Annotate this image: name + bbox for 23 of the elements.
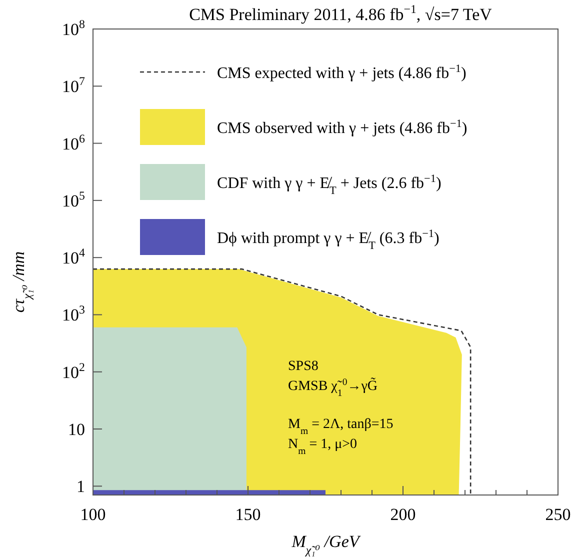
y-tick-label: 10$^{5}$: [62, 188, 86, 210]
x-tick-label: 150: [235, 505, 261, 524]
y-tick-label: 10$^{3}$: [62, 302, 86, 325]
y-tick-label: 10$^{4}$: [62, 246, 86, 268]
x-tick-label: 250: [545, 505, 571, 524]
annotation: GMSB χ̃$_{1}$$^{0}$→γG̃: [288, 376, 378, 398]
legend-label: CMS observed with γ + jets (4.86 fb$^{−1}$): [217, 118, 468, 137]
annotation: N$_{m}$ = 1, μ>0: [288, 437, 358, 456]
legend-label: CDF with γ γ + E̸$_{T}$ + Jets (2.6 fb$^{−1}$): [217, 173, 442, 197]
y-tick-label: 1: [76, 477, 85, 496]
annotation: SPS8: [288, 359, 318, 374]
x-axis-title: M$_{χ̃₁⁰}$ /GeV: [290, 532, 362, 557]
y-tick-label: 10$^{2}$: [62, 360, 86, 382]
y-tick-label: 10$^{8}$: [62, 17, 86, 39]
y-tick-label: 10$^{6}$: [62, 131, 86, 154]
legend-label: CMS expected with γ + jets (4.86 fb$^{−1}$): [217, 63, 466, 82]
x-tick-label: 100: [80, 505, 106, 524]
x-tick-label: 200: [390, 505, 416, 524]
legend-label: Dϕ with prompt γ γ + E̸$_{T}$ (6.3 fb$^{−1}$): [217, 228, 440, 252]
y-tick-label: 10$^{7}$: [62, 74, 86, 96]
annotation: M$_{m}$ = 2Λ, tanβ=15: [288, 417, 394, 436]
chart-title: CMS Preliminary 2011, 4.86 fb$^{−1}$, √s=7 TeV: [189, 2, 493, 24]
y-tick-label: 10: [68, 420, 85, 440]
